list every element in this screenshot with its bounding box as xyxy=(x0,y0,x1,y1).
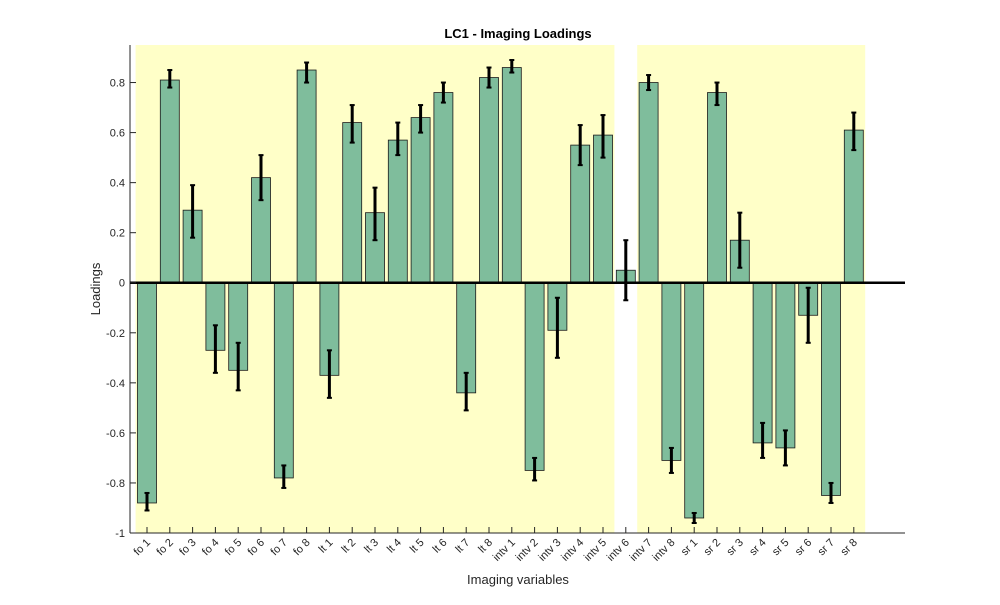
bar-fo-2 xyxy=(159,79,180,284)
x-tick-label: sr 3 xyxy=(724,537,745,558)
errorbar-intv-3 xyxy=(554,296,560,359)
x-tick-label: sr 2 xyxy=(702,537,723,558)
errorbar-fo-2 xyxy=(167,69,173,89)
bar-intv-1 xyxy=(501,67,522,284)
errorbar-fo-5 xyxy=(235,341,241,392)
bar-intv-7 xyxy=(638,82,659,284)
bar-sr-8 xyxy=(843,129,864,284)
x-tick-label: intv 7 xyxy=(628,537,655,564)
x-tick-label: intv 4 xyxy=(559,537,586,564)
bar-sr-1 xyxy=(684,282,705,519)
errorbar-sr-2 xyxy=(714,81,720,107)
errorbar-intv-5 xyxy=(600,114,606,159)
errorbar-fo-1 xyxy=(144,491,150,512)
x-tick-label: sr 7 xyxy=(816,537,837,558)
x-tick-label: sr 5 xyxy=(770,537,791,558)
x-axis-label: Imaging variables xyxy=(467,572,569,587)
x-tick-label: fo 7 xyxy=(268,537,289,558)
errorbar-fo-3 xyxy=(190,184,196,239)
bar-lt-4 xyxy=(387,139,408,284)
y-axis-label: Loadings xyxy=(88,262,103,315)
x-tick-label: intv 1 xyxy=(491,537,518,564)
y-tick-label: 0 xyxy=(119,278,125,290)
x-tick-label: fo 6 xyxy=(246,537,267,558)
errorbar-lt-2 xyxy=(349,104,355,144)
errorbar-lt-3 xyxy=(372,186,378,242)
errorbar-lt-5 xyxy=(418,104,424,134)
errorbar-fo-8 xyxy=(304,61,310,84)
bar-lt-5 xyxy=(410,117,431,284)
errorbar-fo-4 xyxy=(212,324,218,374)
y-tick-label: -1 xyxy=(115,528,125,540)
bar-lt-8 xyxy=(479,77,499,284)
errorbar-lt-8 xyxy=(486,66,492,89)
x-tick-label: sr 8 xyxy=(838,537,859,558)
errorbar-sr-4 xyxy=(760,421,766,459)
errorbar-intv-8 xyxy=(668,446,674,474)
x-tick-label: lt 2 xyxy=(339,537,358,556)
x-tick-label: intv 6 xyxy=(605,537,632,564)
errorbar-lt-4 xyxy=(395,121,401,157)
y-tick-label: 0.2 xyxy=(110,228,125,240)
x-tick-label: fo 2 xyxy=(154,537,175,558)
bar-sr-2 xyxy=(707,92,727,284)
y-tick-label: -0.4 xyxy=(106,378,125,390)
x-tick-label: fo 1 xyxy=(132,537,153,558)
bar-fo-1 xyxy=(137,282,157,504)
errorbar-lt-6 xyxy=(440,81,446,104)
x-tick-label: fo 4 xyxy=(200,537,221,558)
errorbar-sr-8 xyxy=(851,111,857,152)
errorbar-intv-2 xyxy=(532,456,538,482)
bar-sr-7 xyxy=(821,282,841,496)
errorbar-intv-7 xyxy=(646,74,652,92)
bar-lt-2 xyxy=(342,122,363,284)
x-tick-label: lt 1 xyxy=(317,537,336,556)
bar-fo-7 xyxy=(273,282,294,479)
y-tick-label: 0.4 xyxy=(110,178,125,190)
y-tick-label: 0.6 xyxy=(110,128,125,140)
errorbar-fo-6 xyxy=(258,154,264,202)
x-tick-label: lt 3 xyxy=(362,537,381,556)
errorbar-sr-1 xyxy=(691,511,697,524)
errorbar-intv-1 xyxy=(509,59,515,74)
x-tick-label: fo 3 xyxy=(177,537,198,558)
errorbar-intv-6 xyxy=(623,239,629,302)
y-tick-label: -0.8 xyxy=(106,478,125,490)
errorbar-sr-3 xyxy=(737,211,743,269)
bar-sr-5 xyxy=(775,282,796,449)
bar-intv-2 xyxy=(524,282,545,471)
bar-fo-8 xyxy=(296,69,317,284)
x-tick-label: intv 3 xyxy=(536,537,563,564)
x-tick-label: lt 6 xyxy=(431,537,450,556)
errorbar-sr-7 xyxy=(828,481,834,504)
errorbar-intv-4 xyxy=(577,124,583,167)
y-tick-label: 0.8 xyxy=(110,78,125,90)
x-tick-label: sr 1 xyxy=(679,537,700,558)
errorbar-sr-6 xyxy=(805,286,811,344)
y-tick-label: -0.2 xyxy=(106,328,125,340)
x-tick-label: fo 5 xyxy=(223,537,244,558)
x-tick-label: intv 2 xyxy=(514,537,541,564)
y-tick-label: -0.6 xyxy=(106,428,125,440)
errorbar-layer xyxy=(144,59,857,524)
x-tick-label: fo 8 xyxy=(291,537,312,558)
x-tick-label: sr 6 xyxy=(793,537,814,558)
x-tick-label: lt 4 xyxy=(385,537,404,556)
x-tick-label: intv 5 xyxy=(582,537,609,564)
bar-intv-8 xyxy=(661,282,682,461)
x-tick-label: sr 4 xyxy=(747,537,768,558)
x-tick-label: intv 8 xyxy=(650,537,677,564)
chart-title: LC1 - Imaging Loadings xyxy=(444,26,591,41)
x-tick-label: lt 5 xyxy=(408,537,427,556)
errorbar-lt-7 xyxy=(463,371,469,412)
bar-lt-6 xyxy=(433,92,454,284)
errorbar-sr-5 xyxy=(782,429,788,467)
bar-sr-4 xyxy=(752,282,773,444)
errorbar-lt-1 xyxy=(326,349,332,399)
errorbar-fo-7 xyxy=(281,464,287,489)
x-tick-label: lt 7 xyxy=(453,537,472,556)
